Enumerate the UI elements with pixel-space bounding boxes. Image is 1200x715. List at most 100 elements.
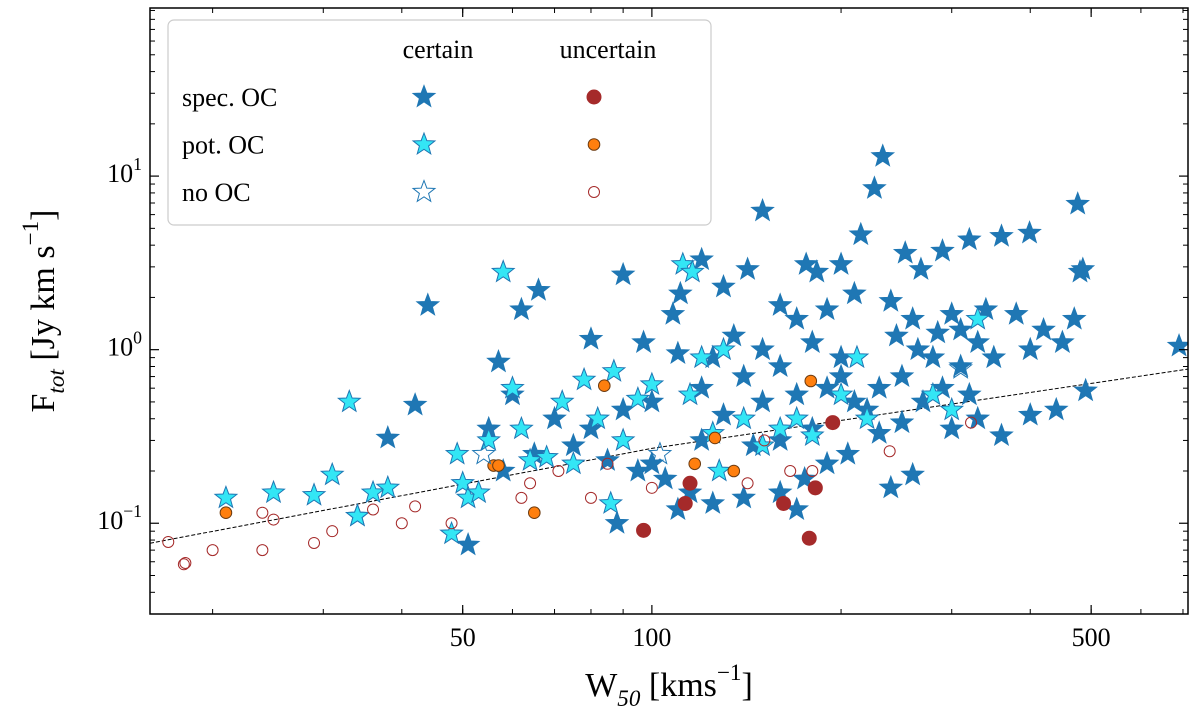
y-axis-label: Ftot [Jy km s−1] bbox=[18, 210, 70, 413]
star-marker bbox=[360, 479, 386, 504]
star-marker bbox=[866, 420, 892, 444]
star-marker bbox=[939, 396, 965, 421]
star-marker bbox=[700, 490, 726, 514]
circle-marker bbox=[219, 506, 233, 520]
star-marker bbox=[939, 301, 965, 325]
star-marker bbox=[595, 447, 620, 471]
legend: certain uncertain spec. OC pot. OC no OC bbox=[167, 19, 712, 226]
star-marker bbox=[415, 292, 441, 316]
star-marker bbox=[1017, 336, 1043, 361]
star-marker bbox=[639, 371, 665, 395]
star-marker bbox=[989, 422, 1014, 447]
star-marker bbox=[731, 484, 757, 509]
star-marker bbox=[631, 329, 656, 353]
star-marker bbox=[517, 447, 543, 471]
star-marker bbox=[604, 510, 630, 534]
star-marker bbox=[549, 388, 575, 413]
star-marker bbox=[706, 458, 732, 482]
star-marker bbox=[598, 490, 624, 514]
plot-frame bbox=[149, 7, 1189, 615]
circle-marker bbox=[162, 535, 175, 548]
star-marker bbox=[476, 427, 502, 451]
star-marker bbox=[965, 306, 991, 330]
star-marker bbox=[981, 344, 1007, 369]
star-marker bbox=[767, 353, 793, 377]
circle-marker bbox=[677, 495, 693, 511]
star-marker bbox=[900, 461, 925, 486]
y-tick-label: 100 bbox=[107, 328, 142, 362]
circle-marker bbox=[588, 186, 600, 198]
star-marker bbox=[939, 415, 965, 440]
star-marker bbox=[711, 336, 736, 361]
circle-marker bbox=[367, 503, 380, 516]
star-marker bbox=[800, 422, 825, 447]
circle-marker bbox=[395, 517, 408, 530]
circle-marker bbox=[784, 464, 797, 477]
fit-line bbox=[150, 368, 1188, 544]
legend-row-label: pot. OC bbox=[182, 130, 264, 159]
circle-marker bbox=[645, 481, 658, 494]
star-marker bbox=[585, 405, 611, 430]
star-marker bbox=[930, 375, 955, 399]
star-marker bbox=[973, 296, 999, 321]
star-marker bbox=[509, 415, 534, 440]
star-marker bbox=[750, 388, 775, 413]
star-marker bbox=[767, 292, 793, 316]
star-marker bbox=[784, 405, 809, 430]
star-marker bbox=[375, 425, 401, 449]
star-marker bbox=[957, 381, 982, 406]
circle-marker bbox=[741, 477, 754, 490]
star-marker bbox=[908, 256, 934, 280]
star-marker bbox=[735, 256, 760, 280]
star-marker bbox=[870, 143, 896, 167]
star-marker bbox=[542, 405, 567, 430]
circle-marker bbox=[256, 506, 269, 519]
circle-marker bbox=[586, 89, 602, 105]
star-marker bbox=[652, 466, 678, 490]
star-marker bbox=[844, 344, 870, 369]
star-marker bbox=[1065, 191, 1091, 215]
star-marker bbox=[639, 450, 665, 475]
star-marker bbox=[455, 532, 481, 556]
legend-row-label: no OC bbox=[182, 178, 251, 207]
star-marker bbox=[854, 405, 880, 430]
star-marker bbox=[835, 441, 861, 465]
star-marker bbox=[261, 479, 286, 504]
star-marker bbox=[848, 221, 874, 246]
star-marker bbox=[1017, 220, 1042, 244]
circle-marker bbox=[552, 464, 565, 477]
star-marker bbox=[466, 479, 491, 504]
star-marker bbox=[905, 336, 931, 361]
circle-marker bbox=[267, 513, 280, 526]
star-marker bbox=[866, 375, 892, 399]
circle-marker bbox=[682, 475, 698, 491]
star-marker bbox=[689, 344, 714, 369]
star-marker bbox=[828, 251, 854, 275]
circle-marker bbox=[524, 477, 537, 490]
star-marker bbox=[665, 340, 691, 364]
star-marker bbox=[948, 353, 973, 377]
star-marker bbox=[989, 223, 1014, 247]
star-marker bbox=[889, 409, 915, 434]
star-marker bbox=[411, 131, 437, 155]
star-marker bbox=[900, 306, 925, 330]
x-tick-label: 50 bbox=[450, 623, 476, 652]
circle-marker bbox=[776, 495, 792, 511]
star-marker bbox=[948, 316, 973, 341]
star-marker bbox=[800, 329, 825, 353]
star-marker bbox=[402, 392, 428, 416]
star-marker bbox=[486, 348, 511, 373]
star-marker bbox=[750, 336, 775, 361]
circle-marker bbox=[601, 457, 614, 470]
star-marker bbox=[647, 441, 673, 465]
star-marker bbox=[509, 296, 534, 321]
star-marker bbox=[319, 461, 345, 486]
star-marker bbox=[375, 474, 401, 499]
star-marker bbox=[677, 381, 703, 406]
star-marker bbox=[784, 381, 809, 406]
star-marker bbox=[792, 466, 817, 490]
star-marker bbox=[814, 296, 840, 321]
star-marker bbox=[1031, 316, 1056, 341]
circle-marker bbox=[326, 525, 339, 538]
